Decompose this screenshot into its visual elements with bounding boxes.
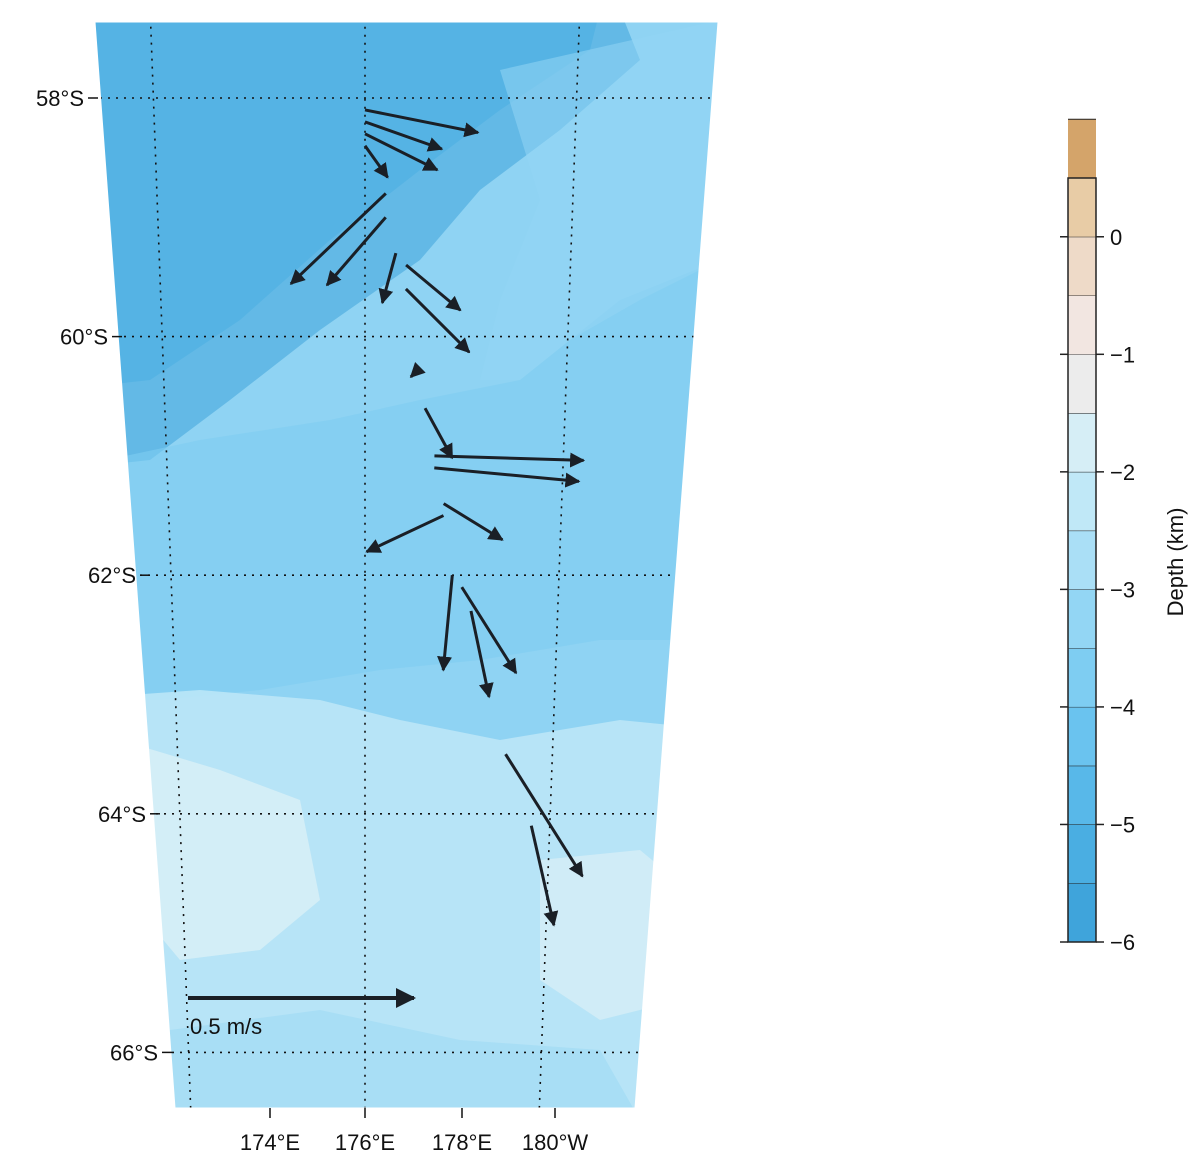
- southern-deep-pocket: [170, 1010, 640, 1108]
- current-vector: [469, 610, 494, 699]
- graticule-grid: [0, 0, 1013, 1157]
- meridian-line: [708, 22, 718, 1108]
- current-vector: [437, 575, 454, 672]
- colorbar-tick-label: −1: [1110, 342, 1135, 367]
- map-border: [94, 21, 719, 1109]
- current-vector: [504, 753, 584, 878]
- current-vector: [434, 452, 586, 468]
- current-vector: [434, 466, 581, 488]
- current-vector: [364, 120, 444, 152]
- current-vector: [365, 514, 445, 554]
- current-vector: [405, 263, 462, 312]
- colorbar-tick-label: −3: [1110, 577, 1135, 602]
- colorbar-segment: [1068, 589, 1096, 649]
- current-vector: [404, 287, 471, 354]
- mid-depth-band: [95, 260, 718, 700]
- colorbar-segment: [1068, 706, 1096, 766]
- colorbar-tick-label: −4: [1110, 695, 1135, 720]
- lat-tick-label: 58°S: [36, 86, 84, 111]
- meridian-line: [0, 0, 21, 1157]
- colorbar-tick-label: 0: [1110, 225, 1122, 250]
- colorbar-segment: [1068, 413, 1096, 472]
- current-vector: [529, 825, 559, 927]
- shallow-patch-east: [540, 850, 700, 1020]
- colorbar-segment: [1068, 883, 1096, 942]
- current-vectors: [289, 108, 586, 927]
- lat-tick-label: 60°S: [60, 325, 108, 350]
- colorbar-title: Depth (km): [1163, 508, 1188, 617]
- current-vector: [364, 108, 480, 138]
- longitude-ticks: 174°E 176°E 178°E 180°W: [240, 1108, 588, 1155]
- latitude-ticks: 58°S 60°S 62°S 64°S 66°S: [36, 86, 172, 1065]
- ridge-shallow: [480, 22, 718, 380]
- colorbar-tick-label: −2: [1110, 460, 1135, 485]
- current-vector: [409, 362, 426, 378]
- meridian-line: [881, 0, 1013, 1157]
- lat-tick-label: 64°S: [98, 802, 146, 827]
- colorbar-segment: [1068, 824, 1096, 884]
- colorbar-tick-label: −6: [1110, 930, 1135, 955]
- colorbar-segment: [1068, 119, 1096, 178]
- colorbar-segment: [1068, 178, 1096, 237]
- shallow-patch-west: [120, 740, 320, 960]
- colorbar-frame: [1067, 177, 1097, 943]
- scale-arrow-group: 0.5 m/s: [188, 988, 416, 1039]
- depth-colorbar: 0 −1 −2 −3 −4 −5 −6: [1060, 118, 1135, 955]
- deep-basin-core: [95, 22, 600, 390]
- current-vector: [423, 407, 454, 460]
- lon-tick-label: 180°W: [522, 1130, 589, 1155]
- colorbar-segment: [1068, 530, 1096, 590]
- lon-tick-label: 174°E: [240, 1130, 300, 1155]
- current-vector: [289, 192, 387, 285]
- current-vector: [363, 144, 389, 179]
- lat-tick-label: 62°S: [88, 563, 136, 588]
- scale-arrow-label: 0.5 m/s: [190, 1014, 262, 1039]
- map-panel: [0, 0, 1013, 1157]
- colorbar-segment: [1068, 295, 1096, 355]
- colorbar-segment: [1068, 471, 1096, 531]
- current-vector: [460, 586, 518, 675]
- current-vector: [364, 132, 439, 172]
- colorbar-segment: [1068, 236, 1096, 296]
- lon-tick-label: 176°E: [335, 1130, 395, 1155]
- colorbar-segment: [1068, 765, 1096, 825]
- current-vector: [442, 502, 504, 542]
- colorbar-tick-label: −5: [1110, 812, 1135, 837]
- current-vector: [325, 216, 387, 287]
- current-vector: [378, 252, 398, 305]
- lon-tick-label: 178°E: [432, 1130, 492, 1155]
- lat-tick-label: 66°S: [110, 1040, 158, 1065]
- bathymetry-shading: [95, 22, 718, 1108]
- colorbar-segment: [1068, 354, 1096, 414]
- colorbar-segment: [1068, 648, 1096, 707]
